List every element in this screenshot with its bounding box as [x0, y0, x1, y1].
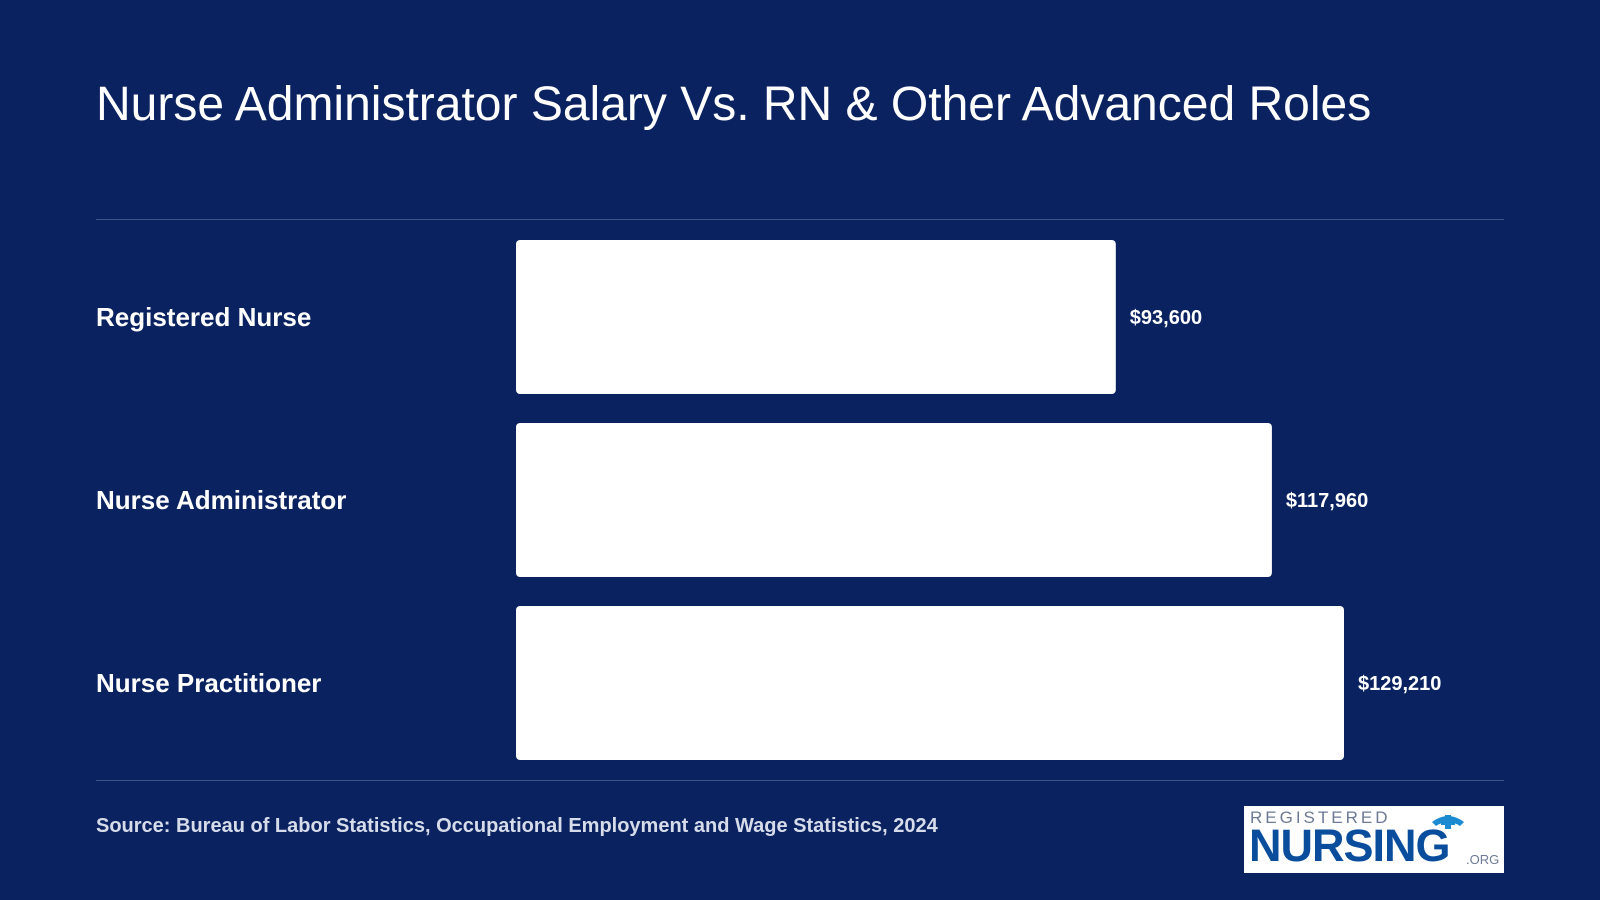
- bar: [516, 423, 1272, 577]
- logo-main-text: NURSING: [1249, 820, 1451, 871]
- category-label: Nurse Administrator: [96, 485, 346, 515]
- source-note: Source: Bureau of Labor Statistics, Occu…: [96, 815, 938, 837]
- bar: [516, 606, 1344, 760]
- chart-title: Nurse Administrator Salary Vs. RN & Othe…: [96, 78, 1372, 131]
- registered-nursing-logo: REGISTERED NURSING .ORG: [1244, 806, 1504, 873]
- logo-top-text: REGISTERED: [1250, 808, 1391, 827]
- value-label: $117,960: [1286, 490, 1368, 512]
- bottom-divider: [96, 780, 1504, 781]
- bar: [516, 240, 1116, 394]
- nurse-cap-cross-icon: [1432, 815, 1464, 829]
- value-label: $129,210: [1358, 673, 1441, 695]
- bar-chart: Registered Nurse $93,600 Nurse Administrat…: [96, 240, 1441, 760]
- value-label: $93,600: [1130, 307, 1202, 329]
- logo-suffix: .ORG: [1466, 852, 1500, 867]
- category-label: Nurse Practitioner: [96, 668, 321, 698]
- top-divider: [96, 219, 1504, 220]
- category-label: Registered Nurse: [96, 302, 311, 332]
